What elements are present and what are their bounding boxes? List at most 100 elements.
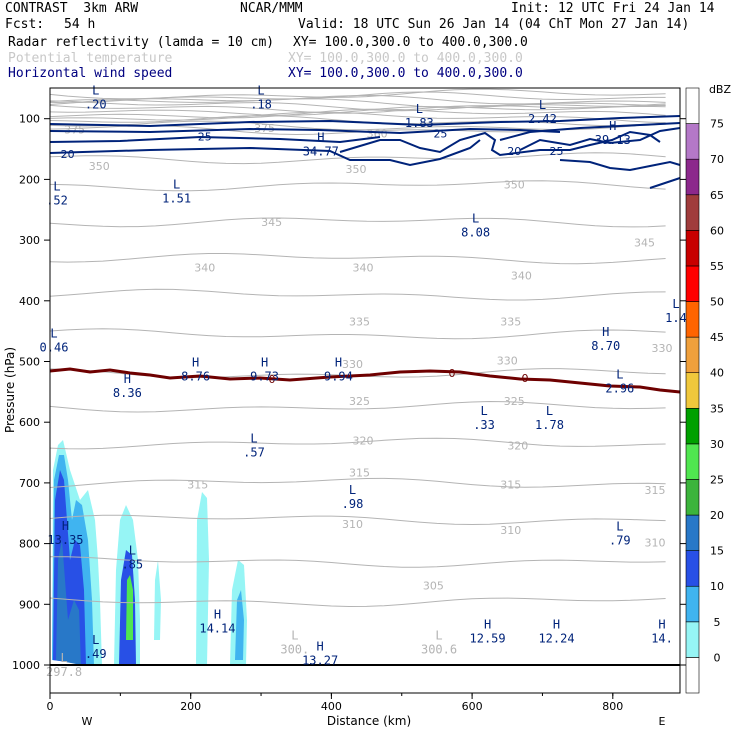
colorbar-swatch — [685, 301, 700, 338]
field-xy-wind: XY= 100.0,300.0 to 400.0,300.0 — [288, 66, 523, 81]
field-name-wind: Horizontal wind speed — [8, 66, 173, 81]
theta-contour-label: 375 — [64, 124, 85, 137]
y-tick-label: 500 — [19, 356, 40, 369]
theta-contour — [49, 400, 666, 413]
x-axis-label: Distance (km) — [327, 714, 411, 728]
extremum-value: 1.4 — [665, 311, 687, 325]
y-tick-label: 100 — [19, 113, 40, 126]
wind-speed-labels: 25 25 20 20 25 — [61, 127, 564, 161]
wind-contour-25-lobe — [519, 127, 681, 151]
theta-contour-label: 325 — [504, 395, 525, 408]
colorbar-level-label: 75 — [710, 118, 724, 131]
theta-contour-label: 320 — [507, 439, 528, 452]
extremum-value: .33 — [473, 418, 495, 432]
y-tick-label: 400 — [19, 295, 40, 308]
reflectivity-cell-mid-core — [126, 575, 133, 640]
extremum-value: 14. — [651, 632, 673, 646]
low-marker: L — [616, 519, 623, 533]
colorbar-swatch — [685, 585, 700, 623]
extremum-value: .49 — [85, 647, 107, 661]
low-marker: L — [129, 544, 136, 558]
extremum-value: .79 — [609, 533, 631, 547]
extremum-value: 34.77 — [303, 144, 339, 158]
colorbar-swatch — [685, 621, 700, 658]
init-time: Init: 12 UTC Fri 24 Jan 14 — [511, 1, 715, 16]
zero-isotherm-label: 0 — [269, 373, 276, 386]
theta-contour-label: 340 — [353, 261, 374, 274]
reflectivity-cell-270-10 — [235, 590, 244, 660]
low-marker: L — [92, 633, 99, 647]
low-marker: L — [416, 102, 423, 116]
valid-time: Valid: 18 UTC Sun 26 Jan 14 (04 ChT Mon … — [298, 17, 690, 32]
low-marker: L — [92, 84, 99, 98]
low-marker: L — [291, 629, 298, 643]
colorbar-level-label: 30 — [710, 438, 724, 451]
extremum-value: 297.8 — [46, 665, 82, 679]
theta-contour — [49, 437, 666, 450]
high-marker: H — [602, 325, 609, 339]
low-marker: L — [539, 98, 546, 112]
theta-contour — [49, 597, 666, 608]
x-tick-label: 0 — [47, 700, 54, 713]
theta-contour — [49, 217, 666, 228]
extremum-value: .18 — [250, 98, 272, 112]
theta-contour-label: 350 — [504, 178, 525, 191]
theta-contour — [49, 94, 666, 105]
extremum-value: 12.59 — [470, 632, 506, 646]
low-marker: L — [472, 212, 479, 226]
extremum-value: 2.96 — [605, 382, 634, 396]
colorbar-swatch — [685, 230, 700, 267]
theta-contour-label: 345 — [634, 237, 655, 250]
extremum-value: 8.76 — [181, 369, 210, 383]
colorbar-swatch — [685, 657, 700, 694]
theta-contour — [49, 514, 666, 526]
theta-contour — [49, 108, 666, 119]
y-tick-label: 700 — [19, 477, 40, 490]
x-tick-label: 200 — [180, 700, 201, 713]
reflectivity-shading — [52, 440, 247, 665]
theta-contour-label: 310 — [342, 518, 363, 531]
high-marker: H — [192, 355, 199, 369]
x-tick-label: 600 — [462, 700, 483, 713]
colorbar: 0 5 10 15 20 25 30 35 40 45 50 55 60 65 70 75 — [685, 87, 724, 694]
theta-contour-label: 315 — [645, 484, 666, 497]
zero-isotherm — [49, 367, 681, 394]
theta-contour — [49, 98, 666, 109]
extremum-value: 8.70 — [591, 339, 620, 353]
wind-contour-20 — [49, 135, 381, 144]
plot-frame — [49, 87, 681, 694]
y-tick-label: 600 — [19, 416, 40, 429]
extremum-value: .52 — [46, 193, 68, 207]
theta-contour-label: 350 — [89, 160, 110, 173]
theta-contour — [49, 477, 666, 488]
low-marker: L — [349, 483, 356, 497]
theta-contour-label: 335 — [349, 315, 370, 328]
x-tick-label: 400 — [321, 700, 342, 713]
colorbar-swatch — [685, 87, 700, 124]
y-tick-label: 1000 — [12, 659, 40, 672]
west-end-label: W — [82, 715, 93, 728]
wind-contour-east-tail — [649, 177, 681, 189]
colorbar-level-label: 50 — [710, 296, 724, 309]
extremum-value: 8.36 — [113, 386, 142, 400]
extremum-value: 13.27 — [302, 654, 338, 668]
extremum-value: 1.51 — [162, 192, 191, 206]
colorbar-level-label: 20 — [710, 509, 724, 522]
colorbar-swatch — [685, 514, 700, 551]
wind-contour-20-eastern — [499, 122, 681, 141]
low-marker: L — [257, 84, 264, 98]
theta-contour — [49, 253, 666, 265]
high-marker: H — [214, 607, 221, 621]
theta-contour — [49, 100, 666, 112]
model-name: CONTRAST 3km ARW — [5, 1, 139, 16]
theta-contour-label: 320 — [353, 434, 374, 447]
theta-contour-label: 340 — [511, 269, 532, 282]
high-marker: H — [317, 640, 324, 654]
field-name-theta: Potential temperature — [8, 51, 173, 66]
extremum-value: 12.24 — [538, 632, 574, 646]
low-marker: L — [435, 629, 442, 643]
colorbar-unit: dBZ — [709, 83, 732, 96]
colorbar-level-label: 40 — [710, 367, 724, 380]
field-xy-theta: XY= 100.0,300.0 to 400.0,300.0 — [288, 51, 523, 66]
colorbar-level-label: 0 — [714, 651, 721, 664]
